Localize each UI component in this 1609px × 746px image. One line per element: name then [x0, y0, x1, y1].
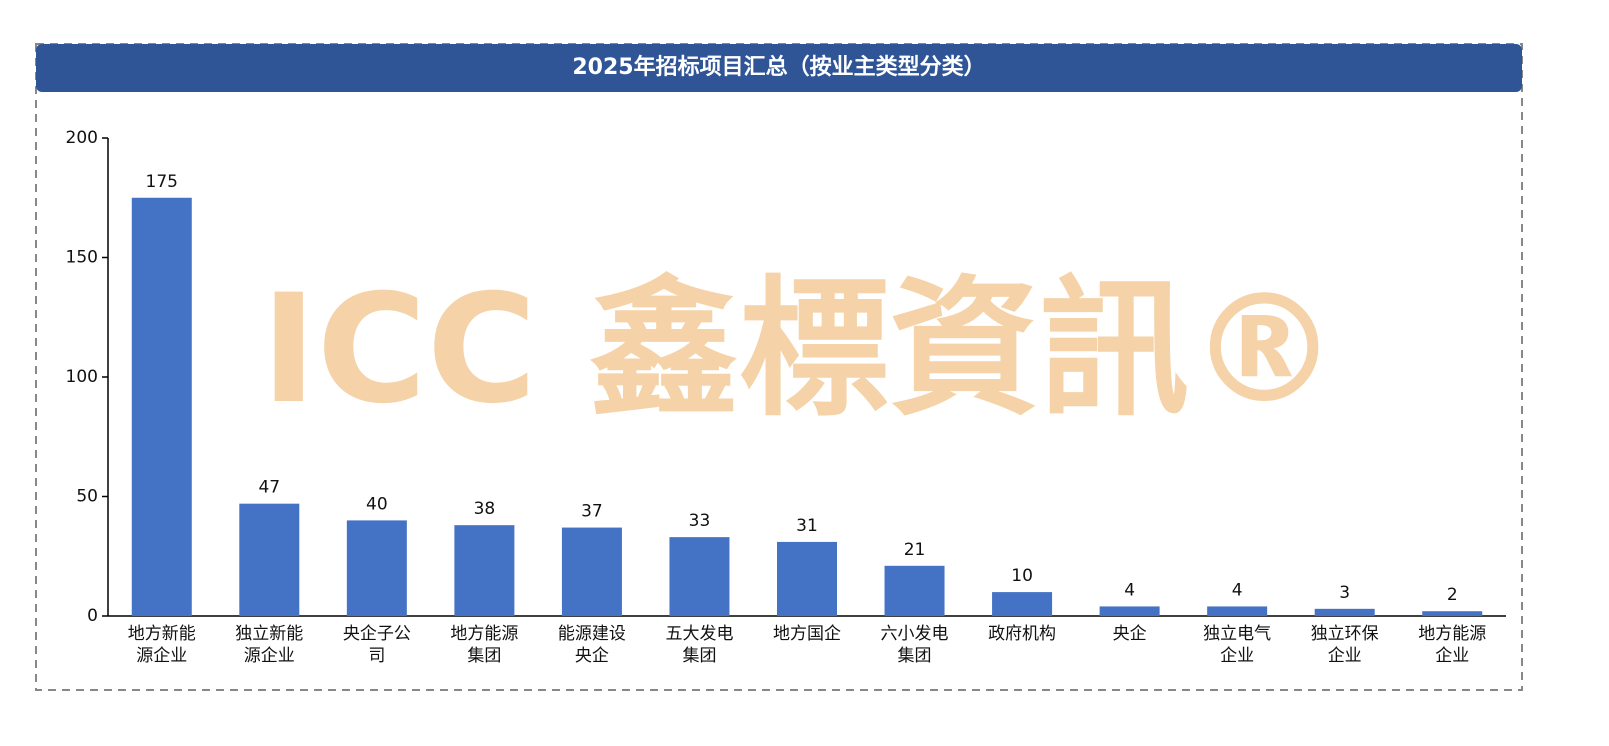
- bar: [884, 565, 945, 616]
- title-bar: [36, 44, 1522, 92]
- bar: [454, 525, 515, 616]
- x-tick-label: 独立环保企业: [1311, 624, 1379, 666]
- data-label: 2: [1447, 585, 1458, 605]
- x-tick-label: 独立电气企业: [1203, 624, 1271, 666]
- x-tick-label: 央企: [1113, 624, 1147, 644]
- y-tick-label: 100: [66, 367, 98, 387]
- x-tick-label: 六小发电集团: [881, 624, 949, 666]
- data-label: 31: [796, 516, 818, 536]
- bar: [1207, 606, 1268, 616]
- bar: [239, 503, 300, 616]
- data-label: 21: [904, 540, 926, 560]
- bar: [561, 527, 622, 616]
- bar: [1422, 611, 1483, 616]
- y-tick-label: 0: [87, 606, 98, 626]
- data-label: 38: [474, 499, 496, 519]
- x-tick-label: 央企子公司: [343, 624, 411, 666]
- y-tick-label: 150: [66, 248, 98, 268]
- chart-title: 2025年招标项目汇总（按业主类型分类）: [572, 54, 985, 80]
- bar: [131, 197, 192, 616]
- data-label: 33: [689, 511, 711, 531]
- data-label: 37: [581, 502, 603, 522]
- y-tick-label: 200: [66, 128, 98, 148]
- bar: [669, 537, 730, 616]
- x-tick-label: 地方国企: [773, 624, 841, 644]
- y-tick-label: 50: [76, 487, 98, 507]
- data-label: 3: [1339, 583, 1350, 603]
- x-tick-label: 地方能源集团: [450, 624, 518, 666]
- data-label: 175: [146, 172, 178, 192]
- data-label: 10: [1011, 566, 1033, 586]
- bar: [346, 520, 407, 616]
- data-label: 47: [258, 478, 280, 498]
- bar: [1099, 606, 1160, 616]
- data-label: 40: [366, 494, 388, 514]
- x-tick-label: 能源建设央企: [558, 624, 626, 666]
- data-label: 4: [1124, 580, 1135, 600]
- x-tick-label: 政府机构: [988, 624, 1056, 644]
- watermark: ICC 鑫標資訊®: [261, 263, 1339, 437]
- x-tick-label: 地方新能源企业: [128, 624, 196, 666]
- bar: [1314, 608, 1375, 616]
- bar: [992, 592, 1053, 616]
- x-tick-label: 五大发电集团: [665, 624, 733, 666]
- bar: [777, 541, 837, 616]
- x-tick-label: 地方能源企业: [1418, 624, 1486, 666]
- x-tick-label: 独立新能源企业: [235, 624, 303, 666]
- data-label: 4: [1232, 580, 1243, 600]
